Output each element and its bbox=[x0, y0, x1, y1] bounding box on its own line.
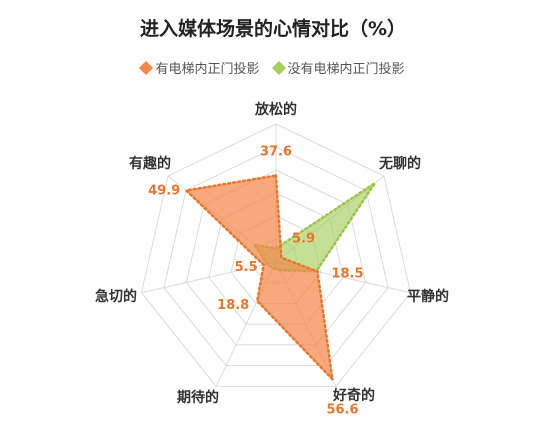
data-label: 18.5 bbox=[331, 266, 363, 281]
axis-label: 无聊的 bbox=[378, 155, 421, 172]
series-polygon-with-projection bbox=[183, 174, 335, 383]
legend-label: 没有电梯内正门投影 bbox=[287, 62, 405, 77]
data-label: 56.6 bbox=[326, 402, 358, 417]
legend-item-without-projection: 没有电梯内正门投影 bbox=[271, 58, 405, 77]
axis-label: 期待的 bbox=[177, 389, 219, 406]
data-label: 49.9 bbox=[148, 183, 180, 198]
data-label: 5.5 bbox=[235, 260, 258, 275]
axis-label: 平静的 bbox=[407, 288, 449, 305]
data-label: 37.6 bbox=[260, 145, 292, 160]
grid-ring bbox=[163, 146, 389, 367]
axis-label: 急切的 bbox=[95, 288, 137, 305]
chart-title: 进入媒体场景的心情对比（%） bbox=[139, 18, 407, 40]
legend-item-with-projection: 有电梯内正门投影 bbox=[139, 58, 260, 77]
grid-spoke bbox=[141, 261, 277, 294]
chart-legend: 有电梯内正门投影 没有电梯内正门投影 bbox=[0, 58, 546, 77]
axis-label: 有趣的 bbox=[129, 155, 171, 172]
axis-label: 好奇的 bbox=[332, 387, 375, 404]
axis-label: 放松的 bbox=[254, 101, 297, 118]
legend-label: 有电梯内正门投影 bbox=[155, 62, 260, 77]
grid-ring bbox=[140, 123, 412, 387]
data-label: 5.9 bbox=[292, 231, 315, 246]
data-label: 18.8 bbox=[217, 298, 249, 313]
